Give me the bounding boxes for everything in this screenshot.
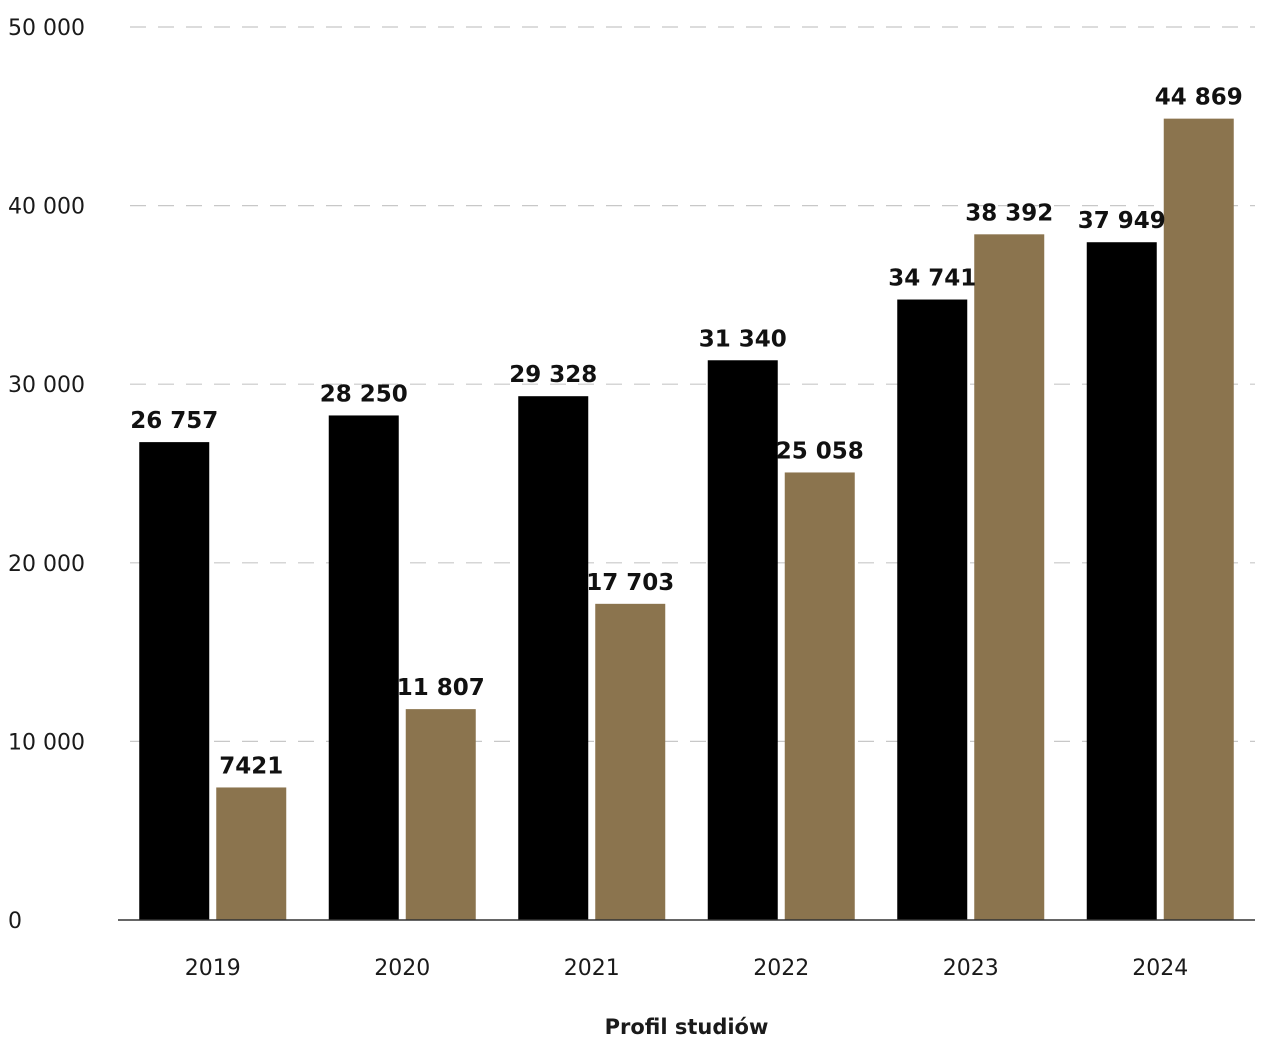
data-label-2023-series-1: 34 741	[888, 266, 976, 292]
data-label-2022-series-2: 25 058	[776, 438, 864, 464]
bar-2021-series-1	[518, 396, 589, 921]
bar-2023-series-1	[897, 299, 968, 920]
data-labels: 26 757 7421 28 250 11 807 29 328 17 703 31 340…	[130, 85, 1243, 780]
bar-2023-series-2	[974, 234, 1045, 921]
bar-2019-series-1	[139, 442, 210, 920]
y-tick-label: 40 000	[8, 195, 85, 220]
bar-2020-series-1	[328, 415, 399, 920]
x-tick-label: 2024	[1132, 956, 1188, 981]
data-label-2024-series-2: 44 869	[1155, 85, 1243, 111]
bar-2019-series-2	[216, 787, 287, 920]
data-label-2020-series-1: 28 250	[320, 381, 408, 407]
x-tick-label: 2021	[564, 956, 620, 981]
y-tick-label: 10 000	[8, 730, 85, 755]
x-tick-label: 2023	[943, 956, 999, 981]
y-axis-ticks: 0 10 000 20 000 30 000 40 000 50 000	[8, 16, 85, 934]
bar-2024-series-2	[1163, 118, 1234, 921]
x-axis-title: Profil studiów	[605, 1015, 769, 1039]
x-tick-label: 2022	[753, 956, 809, 981]
bar-2020-series-2	[405, 709, 476, 920]
grid-lines	[130, 26, 1255, 743]
bar-2021-series-2	[595, 603, 666, 920]
y-tick-label: 30 000	[8, 373, 85, 398]
x-tick-label: 2019	[185, 956, 241, 981]
bars	[139, 118, 1234, 921]
data-label-2019-series-1: 26 757	[130, 408, 218, 434]
x-axis-ticks: 2019 2020 2021 2022 2023 2024	[185, 956, 1189, 981]
y-tick-label: 50 000	[8, 16, 85, 41]
data-label-2020-series-2: 11 807	[397, 675, 485, 701]
bar-2022-series-2	[784, 472, 855, 920]
x-tick-label: 2020	[374, 956, 430, 981]
y-tick-label: 20 000	[8, 552, 85, 577]
y-tick-label: 0	[8, 909, 22, 934]
bar-2024-series-1	[1086, 242, 1157, 921]
data-label-2021-series-2: 17 703	[586, 570, 674, 596]
data-label-2024-series-1: 37 949	[1078, 208, 1166, 234]
data-label-2022-series-1: 31 340	[699, 326, 787, 352]
data-label-2021-series-1: 29 328	[509, 362, 597, 388]
data-label-2019-series-2: 7421	[219, 753, 283, 779]
data-label-2023-series-2: 38 392	[965, 200, 1053, 226]
bar-2022-series-1	[707, 360, 778, 921]
